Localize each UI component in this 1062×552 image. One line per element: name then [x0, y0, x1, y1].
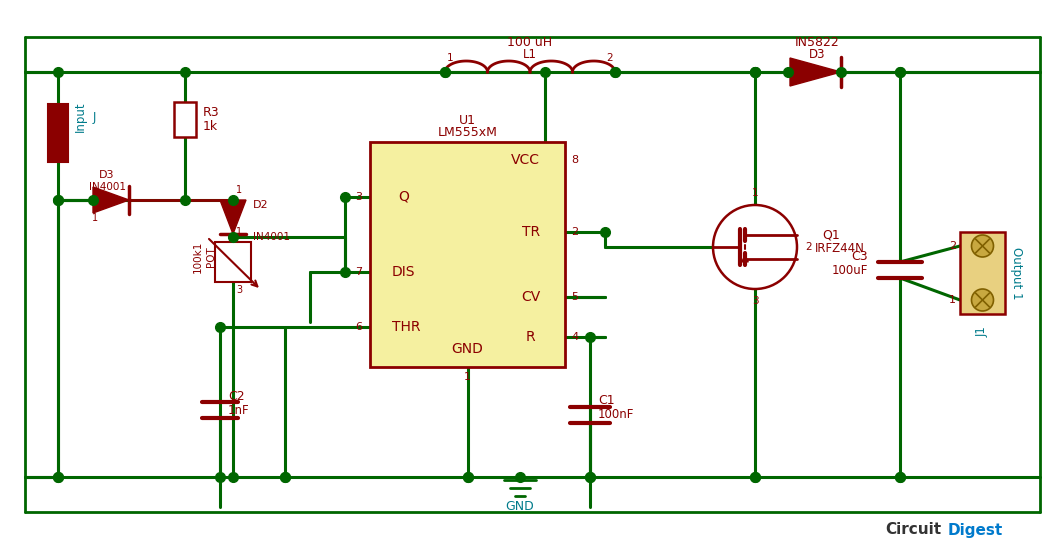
Text: 2: 2 — [571, 227, 578, 237]
Text: 100 uH: 100 uH — [508, 35, 552, 49]
Text: Input: Input — [73, 102, 86, 132]
Polygon shape — [220, 200, 246, 234]
Text: 3: 3 — [236, 285, 242, 295]
Bar — [960, 232, 1005, 314]
Text: 100nF: 100nF — [598, 408, 634, 422]
Text: CV: CV — [520, 290, 539, 304]
Text: DIS: DIS — [392, 265, 415, 279]
Text: 1k: 1k — [203, 120, 218, 134]
Circle shape — [972, 289, 993, 311]
Text: TR: TR — [521, 225, 539, 239]
Text: C3: C3 — [852, 250, 868, 263]
Text: R: R — [526, 330, 535, 344]
Text: 6: 6 — [355, 322, 362, 332]
Text: 4: 4 — [571, 332, 578, 342]
Text: Q: Q — [398, 190, 409, 204]
Text: +: + — [52, 127, 61, 137]
Text: L1: L1 — [523, 47, 537, 61]
Text: 3: 3 — [752, 296, 758, 306]
Text: 1nF: 1nF — [228, 404, 250, 417]
Text: THR: THR — [392, 320, 421, 334]
Text: Circuit: Circuit — [885, 523, 941, 538]
Text: 1: 1 — [447, 53, 453, 63]
Circle shape — [713, 205, 796, 289]
Text: 1: 1 — [464, 372, 472, 382]
Bar — [215, 242, 251, 282]
Text: Output 1: Output 1 — [1011, 247, 1024, 299]
Text: 3: 3 — [355, 192, 362, 202]
Text: 2: 2 — [806, 242, 812, 252]
Text: R3: R3 — [203, 105, 220, 119]
Text: Digest: Digest — [948, 523, 1004, 538]
Text: GND: GND — [451, 342, 483, 356]
Text: 100uF: 100uF — [832, 263, 868, 277]
Text: 2: 2 — [948, 241, 956, 251]
Text: C1: C1 — [598, 395, 615, 407]
Text: C2: C2 — [228, 390, 244, 402]
Text: Q1: Q1 — [822, 229, 840, 242]
Text: 2: 2 — [606, 53, 614, 63]
Text: D2: D2 — [253, 200, 269, 210]
Text: 100k1: 100k1 — [193, 241, 203, 273]
Text: LM555xM: LM555xM — [438, 125, 497, 139]
Text: J1: J1 — [976, 327, 989, 337]
Text: VCC: VCC — [511, 153, 539, 167]
Text: 1: 1 — [236, 227, 242, 237]
Text: POT: POT — [206, 247, 216, 267]
Text: 8: 8 — [571, 155, 578, 165]
Text: 3: 3 — [236, 242, 242, 252]
Polygon shape — [790, 58, 841, 86]
Text: 1: 1 — [236, 185, 242, 195]
Bar — [370, 142, 565, 367]
Text: 5: 5 — [571, 292, 578, 302]
Text: IN4001: IN4001 — [253, 232, 290, 242]
Text: 1: 1 — [752, 188, 758, 198]
Text: D3: D3 — [809, 47, 826, 61]
Text: J: J — [92, 110, 96, 124]
Text: D3: D3 — [99, 170, 115, 180]
Text: 1: 1 — [92, 213, 98, 223]
Text: U1: U1 — [459, 114, 476, 126]
Text: IN5822: IN5822 — [795, 35, 840, 49]
Bar — [48, 104, 68, 162]
Circle shape — [972, 235, 993, 257]
Text: 7: 7 — [355, 267, 362, 277]
Text: IN4001: IN4001 — [88, 182, 125, 192]
Text: IRFZ44N: IRFZ44N — [815, 242, 864, 256]
Text: GND: GND — [506, 500, 534, 512]
Text: 1: 1 — [949, 295, 956, 305]
Polygon shape — [93, 187, 129, 213]
Bar — [174, 102, 196, 137]
Text: 2: 2 — [222, 272, 228, 282]
